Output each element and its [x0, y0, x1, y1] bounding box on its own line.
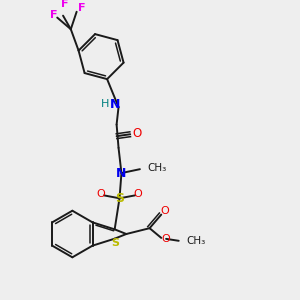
Text: H: H	[101, 99, 109, 109]
Text: O: O	[134, 189, 142, 200]
Text: S: S	[115, 192, 124, 205]
Text: O: O	[132, 127, 142, 140]
Text: O: O	[97, 189, 105, 200]
Text: F: F	[61, 0, 69, 9]
Text: F: F	[78, 3, 85, 13]
Text: N: N	[116, 167, 127, 180]
Text: CH₃: CH₃	[187, 236, 206, 246]
Text: O: O	[161, 206, 170, 216]
Text: N: N	[110, 98, 120, 111]
Text: CH₃: CH₃	[148, 163, 167, 173]
Text: O: O	[162, 234, 170, 244]
Text: F: F	[50, 10, 57, 20]
Text: S: S	[112, 238, 120, 248]
